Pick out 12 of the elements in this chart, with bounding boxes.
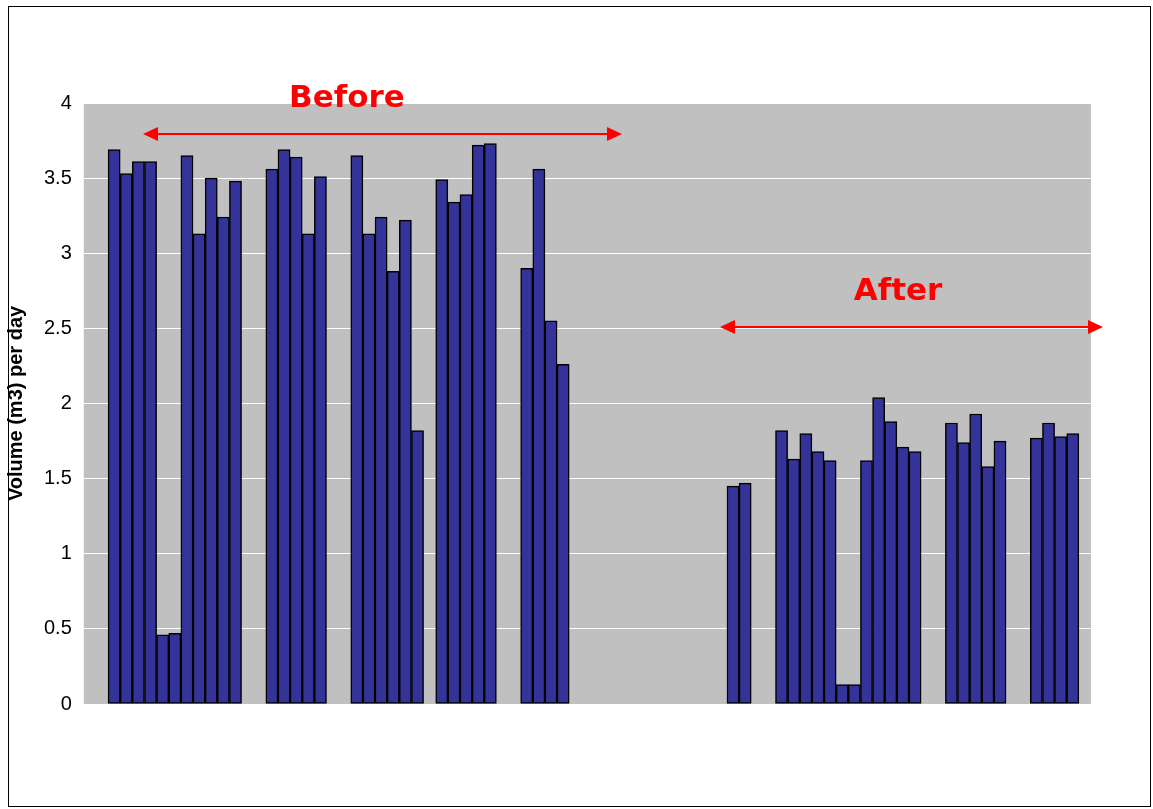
y-tick-label: 3 <box>60 240 72 263</box>
y-tick-label: 0.5 <box>43 616 72 639</box>
y-tick-label: 1.5 <box>43 466 72 489</box>
y-tick-label: 4 <box>60 90 72 113</box>
y-tick-label: 0 <box>60 691 72 714</box>
y-tick-label: 3.5 <box>43 165 72 188</box>
y-tick-label: 2 <box>60 391 72 414</box>
annotation: After <box>853 271 943 307</box>
y-tick-label: 1 <box>60 541 72 564</box>
y-tick-label: 2.5 <box>43 315 72 338</box>
y-axis-title: Volume (m3) per day <box>3 305 26 502</box>
annotation: Before <box>289 78 405 114</box>
